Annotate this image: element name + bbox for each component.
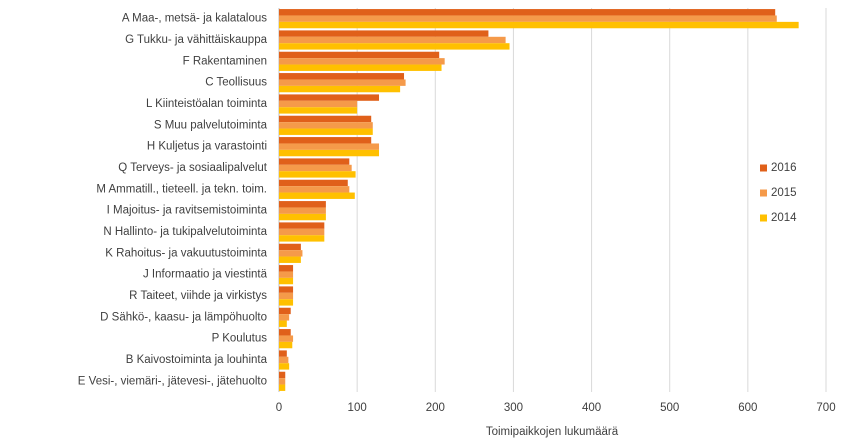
bar (279, 192, 355, 199)
y-tick-label: I Majoitus- ja ravitsemistoiminta (107, 205, 268, 217)
x-tick-label: 100 (348, 402, 367, 414)
bar (279, 250, 303, 257)
bar (279, 299, 294, 306)
y-tick-label: H Kuljetus ja varastointi (147, 141, 267, 153)
x-tick-label: 0 (276, 402, 282, 414)
bar (279, 100, 358, 108)
bar (279, 122, 373, 129)
bar (279, 277, 294, 285)
y-tick-label: S Muu palvelutoiminta (154, 119, 268, 131)
bar (279, 143, 380, 150)
bar (279, 371, 286, 379)
y-tick-label: M Ammatill., tieteell. ja tekn. toim. (96, 183, 267, 195)
bar (279, 21, 799, 29)
bar (279, 64, 442, 71)
bar (279, 228, 325, 236)
bar (279, 73, 405, 80)
bar (279, 58, 445, 65)
bar (279, 115, 372, 123)
x-axis-label: Toimipaikkojen lukumäärä (486, 426, 619, 438)
legend-label: 2016 (771, 162, 797, 174)
bar (279, 335, 294, 342)
bar (279, 128, 373, 135)
bar (279, 171, 356, 178)
bar (279, 286, 294, 293)
bar (279, 222, 325, 229)
y-tick-label: K Rahoitus- ja vakuutustoiminta (105, 247, 267, 259)
y-tick-label: D Sähkö-, kaasu- ja lämpöhuolto (100, 311, 267, 323)
bar (279, 378, 286, 385)
bar (279, 256, 301, 263)
bar (279, 384, 286, 391)
x-tick-label: 700 (816, 402, 835, 414)
bar (279, 51, 440, 59)
bar (279, 9, 776, 16)
bar (279, 356, 289, 364)
legend-label: 2014 (771, 212, 797, 224)
y-tick-label: C Teollisuus (205, 77, 267, 89)
bar (279, 94, 380, 101)
bar (279, 265, 294, 272)
bar (279, 329, 291, 336)
x-tick-label: 500 (660, 402, 679, 414)
bar (279, 164, 352, 172)
y-tick-label: E Vesi-, viemäri-, jätevesi-, jätehuolto (78, 375, 267, 387)
y-tick-label: F Rakentaminen (183, 55, 267, 67)
bar (279, 107, 358, 114)
y-tick-label: G Tukku- ja vähittäiskauppa (125, 34, 268, 46)
legend-label: 2015 (771, 187, 797, 199)
y-tick-label: A Maa-, metsä- ja kalatalous (122, 13, 267, 25)
bar (279, 85, 401, 93)
bar (279, 292, 294, 300)
bar (279, 307, 291, 315)
bar (279, 207, 326, 214)
legend-swatch (760, 214, 767, 222)
bar (279, 201, 326, 208)
bar (279, 79, 406, 86)
x-tick-label: 400 (582, 402, 601, 414)
x-tick-label: 200 (426, 402, 445, 414)
bar (279, 30, 489, 37)
y-tick-label: Q Terveys- ja sosiaalipalvelut (118, 162, 268, 174)
bar (279, 341, 293, 349)
bar (279, 350, 287, 357)
legend-swatch (760, 189, 767, 197)
x-tick-label: 600 (738, 402, 757, 414)
bar (279, 314, 290, 321)
bar (279, 36, 506, 44)
bar (279, 320, 287, 327)
bar (279, 158, 350, 165)
y-tick-label: B Kaivostoiminta ja louhinta (126, 354, 268, 366)
x-tick-label: 300 (504, 402, 523, 414)
bar (279, 213, 326, 221)
y-tick-label: P Koulutus (212, 333, 268, 345)
bar (279, 363, 290, 370)
legend-swatch (760, 164, 767, 172)
bar (279, 271, 294, 278)
y-tick-label: J Informaatio ja viestintä (143, 269, 268, 281)
bar (279, 137, 372, 144)
y-tick-label: N Hallinto- ja tukipalvelutoiminta (103, 226, 267, 238)
bar (279, 179, 348, 187)
bar (279, 235, 325, 242)
bar (279, 149, 380, 157)
bar (279, 15, 777, 22)
bar (279, 43, 510, 50)
bar (279, 243, 301, 251)
y-tick-label: L Kiinteistöalan toiminta (146, 98, 268, 110)
y-tick-label: R Taiteet, viihde ja virkistys (129, 290, 267, 302)
bar (279, 186, 350, 193)
